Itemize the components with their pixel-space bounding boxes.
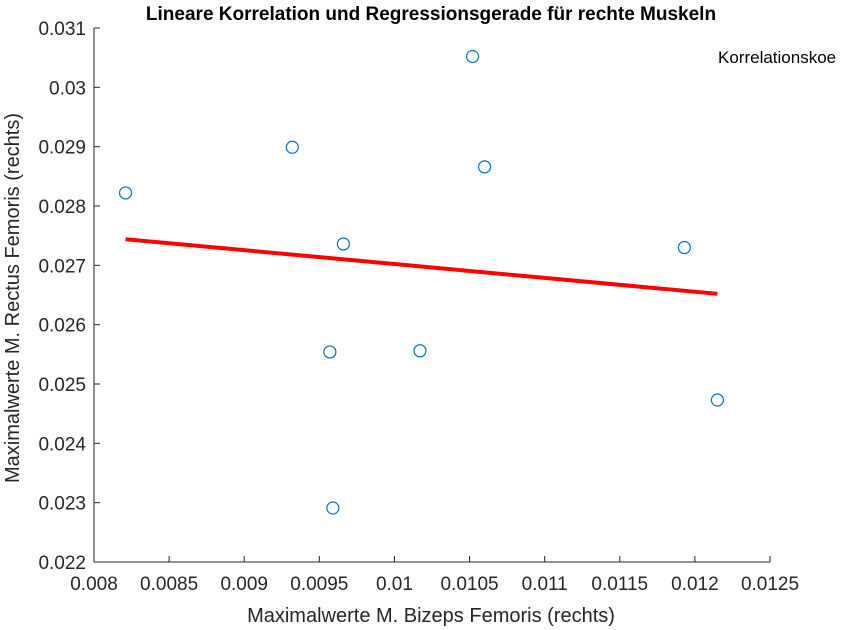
x-tick-label: 0.0115 bbox=[591, 574, 648, 595]
y-tick-label: 0.025 bbox=[38, 375, 86, 396]
y-tick-label: 0.023 bbox=[38, 494, 86, 515]
x-tick-label: 0.009 bbox=[220, 574, 268, 595]
x-tick-label: 0.011 bbox=[522, 574, 568, 595]
axes bbox=[93, 27, 771, 563]
scatter-point bbox=[413, 344, 427, 358]
x-axis-label: Maximalwerte M. Bizeps Femoris (rechts) bbox=[247, 605, 615, 627]
chart-title: Lineare Korrelation und Regressionsgerad… bbox=[146, 4, 716, 25]
y-tick-label: 0.028 bbox=[38, 197, 86, 218]
data-marks bbox=[118, 49, 725, 515]
y-tick-label: 0.026 bbox=[38, 316, 86, 337]
y-tick-label: 0.024 bbox=[38, 434, 86, 455]
scatter-point bbox=[465, 49, 480, 64]
x-tick-label: 0.0125 bbox=[741, 574, 799, 595]
x-tick-label: 0.0085 bbox=[140, 574, 198, 595]
scatter-point bbox=[118, 186, 133, 200]
x-tick-label: 0.01 bbox=[376, 574, 413, 595]
correlation-annotation: Korrelationskoe bbox=[718, 48, 836, 67]
regression-line bbox=[125, 237, 718, 296]
scatter-point bbox=[677, 240, 691, 255]
y-tick-label: 0.031 bbox=[38, 19, 86, 40]
scatter-point bbox=[336, 237, 350, 251]
tick-labels: 0.008 0.0085 0.009 0.0095 0.01 0.0105 0.011 0.0… bbox=[38, 19, 799, 595]
y-tick-label: 0.027 bbox=[38, 256, 86, 277]
scatter-point bbox=[477, 160, 492, 174]
x-tick-label: 0.0095 bbox=[290, 574, 348, 595]
scatter-point bbox=[285, 140, 299, 154]
y-axis-label: Maximalwerte M. Rectus Femoris (rechts) bbox=[2, 113, 24, 483]
scatter-point bbox=[326, 501, 340, 515]
y-tick-label: 0.022 bbox=[38, 553, 86, 574]
x-tick-label: 0.012 bbox=[671, 574, 719, 595]
scatter-point bbox=[710, 393, 725, 407]
x-tick-label: 0.0105 bbox=[440, 574, 498, 595]
x-tick-label: 0.008 bbox=[70, 574, 118, 595]
scatter-point bbox=[323, 345, 337, 359]
y-tick-label: 0.03 bbox=[49, 78, 86, 99]
y-tick-label: 0.029 bbox=[38, 138, 86, 159]
